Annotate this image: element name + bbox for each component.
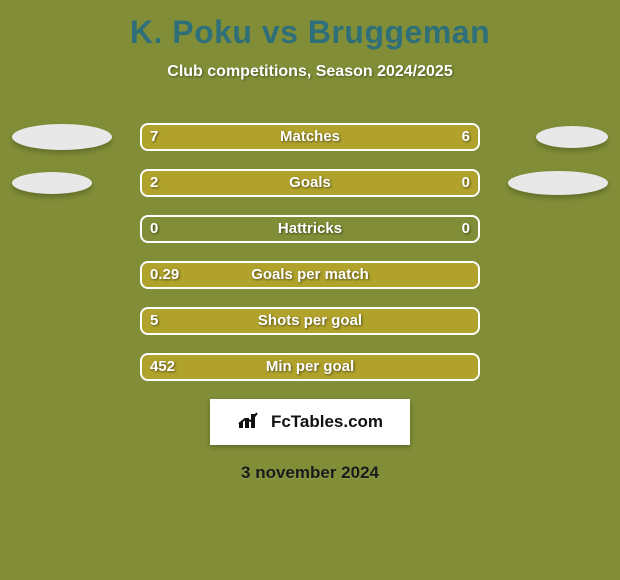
stat-row: 5 Shots per goal xyxy=(0,307,620,335)
player-ellipse-left xyxy=(12,124,112,150)
logo-text: FcTables.com xyxy=(271,412,383,432)
bar-right xyxy=(320,125,478,149)
player-ellipse-left xyxy=(12,172,92,194)
stat-row: 0.29 Goals per match xyxy=(0,261,620,289)
page-title: K. Poku vs Bruggeman xyxy=(0,0,620,51)
stat-row: 452 Min per goal xyxy=(0,353,620,381)
stat-row: 2 Goals 0 xyxy=(0,169,620,197)
stat-row: 0 Hattricks 0 xyxy=(0,215,620,243)
bar-right xyxy=(397,171,478,195)
chart-icon xyxy=(237,410,265,435)
bar-track xyxy=(140,353,480,381)
comparison-chart: 7 Matches 6 2 Goals 0 0 Hattricks 0 0.29… xyxy=(0,123,620,381)
date-text: 3 november 2024 xyxy=(0,463,620,483)
bar-left xyxy=(142,171,397,195)
bar-track xyxy=(140,169,480,197)
player-ellipse-right xyxy=(536,126,608,148)
source-logo: FcTables.com xyxy=(210,399,410,445)
player-ellipse-right xyxy=(508,171,608,195)
bar-track xyxy=(140,261,480,289)
bar-left xyxy=(142,309,478,333)
bar-track xyxy=(140,123,480,151)
bar-left xyxy=(142,125,320,149)
bar-left xyxy=(142,355,478,379)
bar-track xyxy=(140,307,480,335)
page-subtitle: Club competitions, Season 2024/2025 xyxy=(0,63,620,81)
bar-track xyxy=(140,215,480,243)
bar-left xyxy=(142,263,478,287)
stat-row: 7 Matches 6 xyxy=(0,123,620,151)
